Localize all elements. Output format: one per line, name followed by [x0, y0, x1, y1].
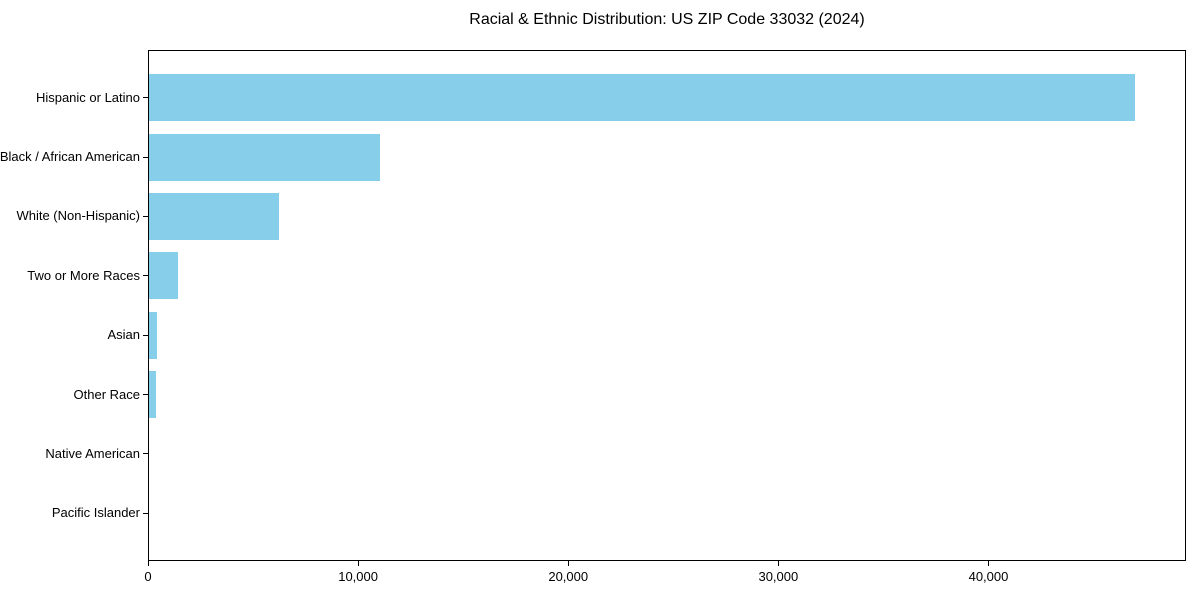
y-axis-category-label: Native American	[45, 445, 140, 461]
x-tick-mark	[777, 561, 779, 566]
bar-hispanic-or-latino	[149, 74, 1135, 122]
bar-black-african-american	[149, 133, 380, 181]
y-tick-mark	[143, 215, 148, 217]
x-tick-mark	[567, 561, 569, 566]
y-axis-category-label: Pacific Islander	[51, 505, 140, 521]
y-tick-mark	[143, 275, 148, 277]
x-tick-mark	[357, 561, 359, 566]
y-tick-mark	[143, 156, 148, 158]
y-axis-category-label: White (Non-Hispanic)	[16, 208, 140, 224]
bar-other-race	[149, 371, 156, 419]
y-tick-mark	[143, 97, 148, 99]
y-tick-mark	[143, 394, 148, 396]
y-tick-mark	[143, 453, 148, 455]
y-axis-category-label: Hispanic or Latino	[35, 89, 140, 105]
y-axis-category-label: Asian	[107, 327, 140, 343]
x-axis-tick-label: 30,000	[758, 569, 799, 584]
bar-two-or-more-races	[149, 252, 179, 300]
y-axis-category-label: Two or More Races	[27, 267, 140, 283]
y-axis-category-label: Black / African American	[0, 149, 140, 165]
bar-asian	[149, 311, 157, 359]
x-tick-mark	[987, 561, 989, 566]
x-axis-tick-label: 10,000	[338, 569, 378, 584]
x-axis-tick-label: 20,000	[548, 569, 589, 584]
x-tick-mark	[147, 561, 149, 566]
x-axis-tick-label: 0	[144, 569, 152, 584]
x-axis-tick-label: 40,000	[968, 569, 1009, 584]
y-axis-category-label: Other Race	[73, 386, 140, 402]
y-tick-mark	[143, 334, 148, 336]
bar-white-non-hispanic-	[149, 192, 280, 240]
chart-title: Racial & Ethnic Distribution: US ZIP Cod…	[469, 11, 865, 28]
y-tick-mark	[143, 512, 148, 514]
plot-area	[148, 50, 1186, 561]
